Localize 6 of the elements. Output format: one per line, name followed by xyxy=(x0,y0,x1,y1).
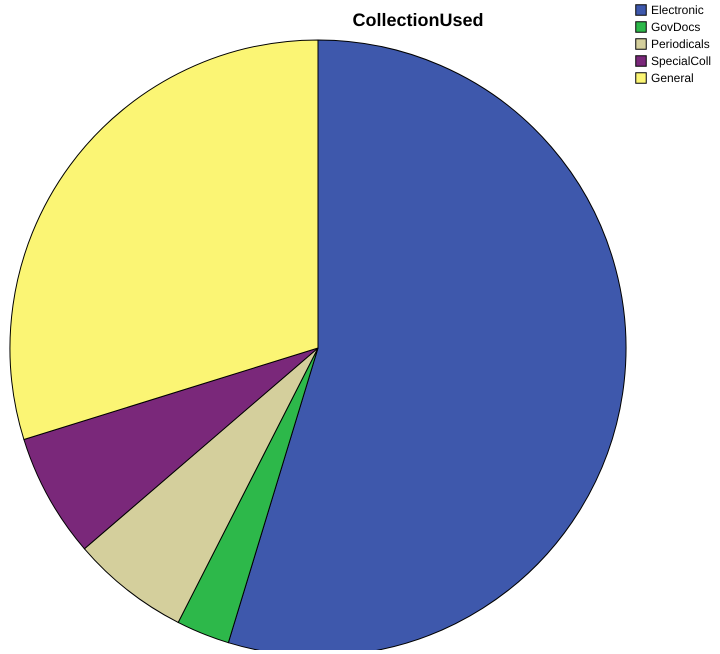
legend-label: General xyxy=(651,71,694,85)
legend-label: SpecialColl xyxy=(651,54,712,68)
legend-label: GovDocs xyxy=(651,20,700,34)
legend-label: Periodicals xyxy=(651,37,710,51)
chart-title: CollectionUsed xyxy=(352,10,484,30)
legend-label: Electronic xyxy=(651,3,704,17)
